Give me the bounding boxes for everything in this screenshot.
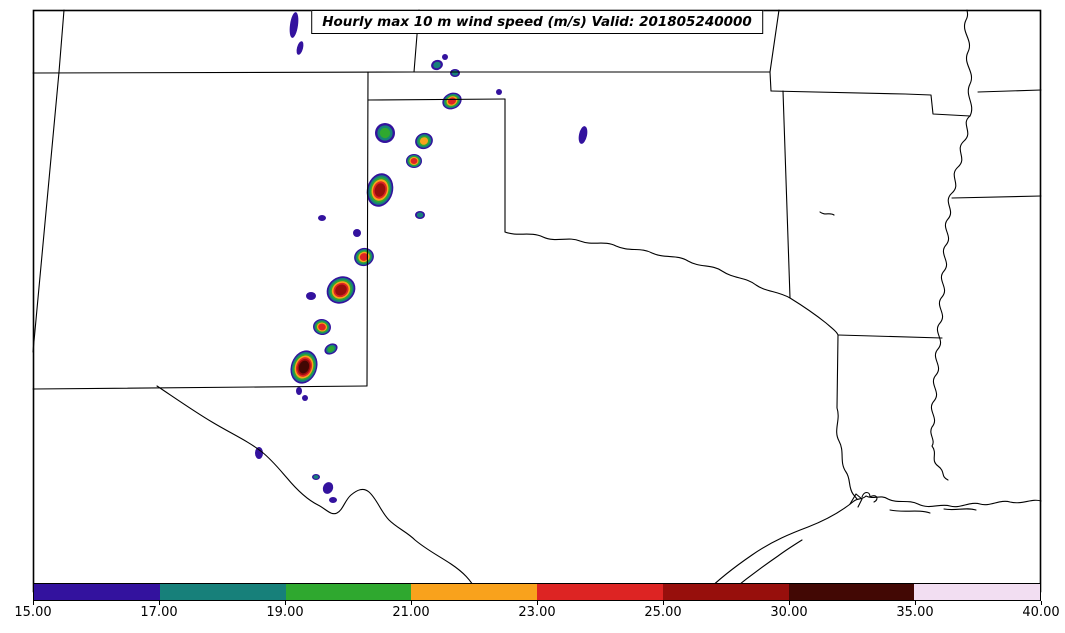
mississippi-river-south xyxy=(930,115,971,481)
galveston-bay xyxy=(849,493,863,508)
wind-cell-band xyxy=(296,41,304,55)
louisiana-island-2 xyxy=(943,508,977,511)
border-oklahoma-missouri xyxy=(769,71,772,92)
border-missouri-arkansas xyxy=(770,90,971,117)
border-ok-panhandle-south xyxy=(367,98,506,101)
map-title: Hourly max 10 m wind speed (m/s) Valid: … xyxy=(322,14,752,30)
wind-cell-band xyxy=(318,215,326,221)
border-oklahoma-east xyxy=(782,90,791,299)
wind-cell-band xyxy=(327,346,335,352)
wind-cell-band xyxy=(296,387,302,395)
wind-cell-band xyxy=(289,12,299,38)
colorbar-segment xyxy=(537,584,663,600)
gulf-coastline xyxy=(705,495,1042,593)
colorbar-segment xyxy=(662,584,789,600)
mississippi-river-north xyxy=(964,9,973,117)
border-newmexico-texas-vertical xyxy=(366,71,369,387)
louisiana-island-1 xyxy=(889,509,931,514)
border-arkansas-louisiana xyxy=(837,334,943,339)
border-texas-louisiana-sabine xyxy=(836,334,858,500)
wind-cell-band xyxy=(374,183,386,197)
wind-cell-band xyxy=(359,253,369,261)
border-tennessee-mississippi xyxy=(951,195,1042,199)
colorbar-segment xyxy=(914,584,1040,600)
wind-cell-band xyxy=(433,61,441,69)
wind-cell-band xyxy=(379,127,391,139)
wind-cell-band xyxy=(419,137,429,145)
arkansas-river-mark xyxy=(819,211,835,216)
sabine-lake xyxy=(861,491,878,503)
colorbar-segment xyxy=(788,584,915,600)
border-newmexico-arizona xyxy=(32,71,60,353)
border-kansas-missouri xyxy=(769,9,780,73)
wind-cell-band xyxy=(313,475,319,479)
border-newmexico-south xyxy=(32,385,368,390)
colorbar xyxy=(33,583,1041,601)
wind-cell-band xyxy=(578,126,588,144)
wind-cell-band xyxy=(329,497,337,503)
wind-cell-band xyxy=(335,284,347,296)
wind-cell-band xyxy=(302,395,308,401)
wind-cell-band xyxy=(255,447,263,459)
border-kentucky-tennessee xyxy=(977,89,1042,93)
map-background xyxy=(33,10,1041,592)
wind-cell-band xyxy=(322,482,334,494)
title-box: Hourly max 10 m wind speed (m/s) Valid: … xyxy=(311,10,763,34)
wind-cell-band xyxy=(306,292,316,300)
colorbar-segment xyxy=(34,584,160,600)
rio-grande-border xyxy=(156,385,478,593)
colorbar-segment xyxy=(411,584,537,600)
border-colorado-utah xyxy=(58,9,65,73)
wind-cell-band xyxy=(451,70,459,76)
wind-speed-cells xyxy=(255,12,588,503)
wind-cell-band xyxy=(496,89,502,95)
padre-island xyxy=(729,539,803,593)
wind-cell-band xyxy=(416,212,424,218)
wind-cell-band xyxy=(298,360,310,374)
colorbar-segment xyxy=(159,584,286,600)
border-red-river xyxy=(504,231,839,336)
wind-cell-band xyxy=(318,323,326,331)
wind-cell-band xyxy=(410,158,418,164)
colorbar-segment xyxy=(285,584,412,600)
wind-cell-band xyxy=(442,54,448,60)
wind-cell-band xyxy=(353,229,361,237)
